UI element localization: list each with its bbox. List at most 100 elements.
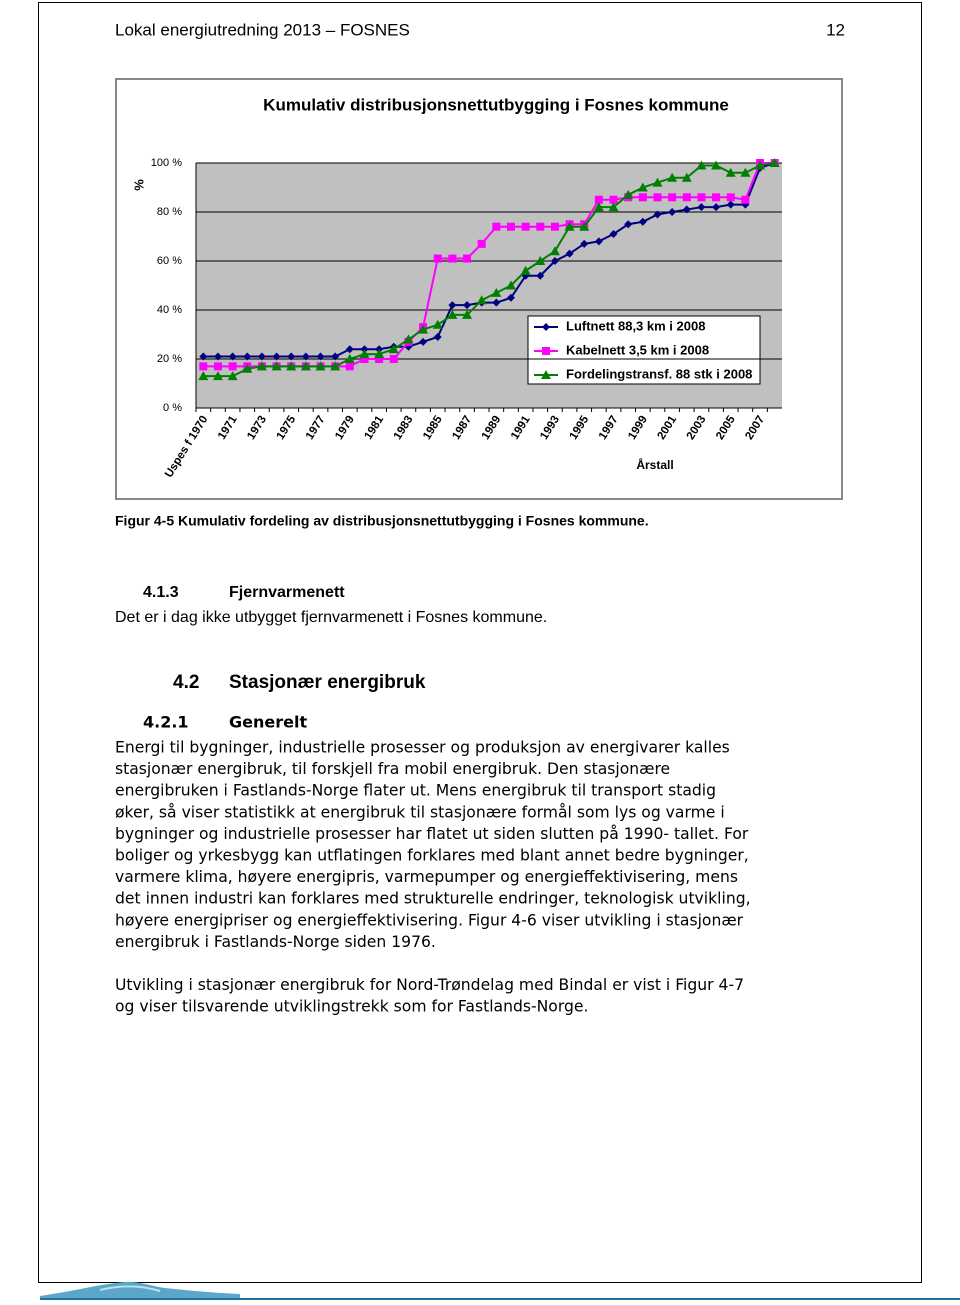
marker <box>301 352 310 361</box>
marker <box>549 246 560 256</box>
marker <box>550 257 559 265</box>
marker <box>712 203 721 212</box>
marker <box>389 355 398 363</box>
marker <box>608 202 619 212</box>
body-text: Energi til bygninger, industrielle prose… <box>115 739 751 1016</box>
body-line: energibruken i Fastlands-Norge flater ut… <box>115 782 716 800</box>
body-line: bygninger og industrielle prosesser har … <box>115 825 749 843</box>
marker <box>300 361 311 371</box>
marker <box>682 205 691 214</box>
marker <box>682 193 691 202</box>
marker <box>212 371 223 381</box>
body-line: varmere klima, høyere energipris, varmep… <box>115 868 738 886</box>
marker <box>344 354 355 363</box>
marker <box>331 352 340 361</box>
series-line <box>203 162 775 358</box>
marker <box>653 193 662 202</box>
body-line: energibruk i Fastlands-Norge siden 1976. <box>115 933 436 951</box>
marker <box>345 362 354 371</box>
y-tick-label: 60 % <box>157 255 182 267</box>
marker <box>755 160 766 170</box>
legend-marker <box>542 323 550 331</box>
marker <box>638 193 647 202</box>
marker <box>492 222 501 231</box>
marker <box>712 193 721 202</box>
marker <box>726 200 735 209</box>
y-tick-label: 100 % <box>151 157 182 169</box>
marker <box>345 345 354 354</box>
marker <box>257 352 266 361</box>
marker <box>243 352 252 361</box>
chart: Kumulativ distribusjonsnettutbygging i F… <box>115 78 843 500</box>
marker <box>536 271 545 280</box>
marker <box>594 237 603 246</box>
marker <box>506 293 515 302</box>
marker <box>667 172 678 182</box>
marker <box>287 352 296 361</box>
marker <box>594 195 603 204</box>
marker <box>624 220 633 229</box>
marker <box>316 352 325 361</box>
marker <box>374 349 385 359</box>
x-axis-title: Årstall <box>636 457 673 472</box>
marker <box>769 158 780 167</box>
body-line: boliger og yrkesbygg kan utflatingen for… <box>115 847 749 865</box>
body-line: høyere energipriser og energieffektivise… <box>115 911 744 929</box>
marker <box>403 334 414 344</box>
body-line: det innen industri kan forklares med str… <box>115 890 751 908</box>
marker <box>668 193 677 202</box>
marker <box>419 337 428 346</box>
legend-label: Luftnett 88,3 km i 2008 <box>566 318 705 333</box>
marker <box>448 254 457 263</box>
marker <box>711 160 722 170</box>
marker <box>725 167 736 177</box>
marker <box>447 309 458 319</box>
marker <box>681 172 692 182</box>
marker <box>609 195 618 204</box>
marker <box>272 352 281 361</box>
marker <box>199 352 208 361</box>
marker <box>565 249 574 258</box>
marker <box>491 287 502 297</box>
marker <box>213 352 222 361</box>
marker <box>462 309 473 319</box>
legend-box <box>527 315 761 385</box>
marker <box>726 193 735 202</box>
body-line: og viser tilsvarende utviklingstrekk som… <box>115 998 588 1016</box>
heading-title: Stasjonær energibruk <box>229 672 426 693</box>
marker <box>740 167 751 177</box>
marker <box>637 182 648 192</box>
body-line: øker, så viser statistikk at energibruk … <box>115 803 725 821</box>
marker <box>432 319 443 329</box>
marker <box>448 301 457 310</box>
legend-label: Fordelingstransf. 88 stk i 2008 <box>566 366 752 381</box>
marker <box>228 362 237 371</box>
marker <box>535 256 546 265</box>
marker <box>536 222 545 231</box>
marker <box>550 222 559 231</box>
marker <box>463 254 472 263</box>
marker <box>227 371 238 381</box>
footer-logo <box>40 1281 960 1300</box>
heading-number: 4.2 <box>173 672 199 693</box>
page-border <box>38 2 922 1283</box>
body-line: stasjonær energibruk, til forskjell fra … <box>115 760 670 778</box>
marker <box>564 221 575 231</box>
heading-title: Generelt <box>229 713 307 732</box>
y-tick-label: 0 % <box>163 402 182 414</box>
header-title: Lokal energiutredning 2013 – FOSNES <box>115 20 410 39</box>
marker <box>228 352 237 361</box>
marker <box>375 355 384 363</box>
body-line: Energi til bygninger, industrielle prose… <box>115 739 730 757</box>
y-tick-label: 40 % <box>157 304 182 316</box>
marker <box>359 349 370 359</box>
marker <box>433 254 442 263</box>
marker <box>330 361 341 371</box>
legend-marker <box>542 347 550 355</box>
marker <box>477 239 486 248</box>
figure-caption: Figur 4-5 Kumulativ fordeling av distrib… <box>115 513 649 529</box>
marker <box>315 361 326 371</box>
heading-title: Fjernvarmenett <box>229 584 345 601</box>
marker <box>697 193 706 202</box>
